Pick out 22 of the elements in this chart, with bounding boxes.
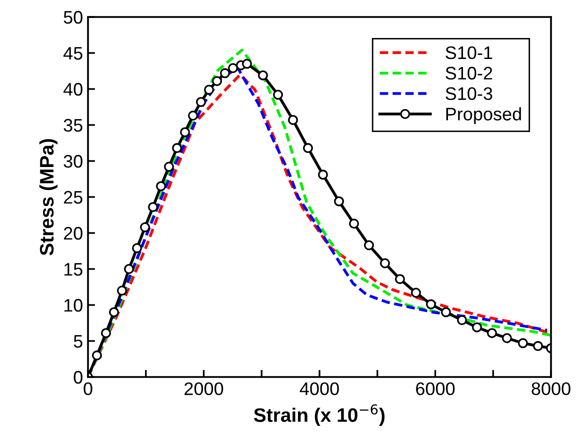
y-tick-label: 0 — [74, 370, 82, 384]
legend-label: S10-1 — [446, 46, 492, 60]
y-tick-label: 30 — [64, 154, 82, 168]
x-tick-label: 4000 — [300, 382, 339, 396]
y-tick-label: 10 — [64, 298, 82, 312]
y-tick-label: 25 — [64, 190, 82, 204]
legend-label: Proposed — [446, 107, 521, 124]
y-tick-label: 20 — [64, 226, 82, 240]
y-tick-label: 50 — [64, 10, 82, 24]
legend-label: S10-2 — [446, 66, 492, 80]
y-tick-label: 45 — [63, 47, 82, 60]
x-tick-label: 2000 — [184, 382, 224, 396]
x-axis-title: Strain (x 10$^{−6}$) — [254, 404, 385, 426]
legend-label: S10-3 — [446, 87, 492, 100]
x-tick-label: 6000 — [416, 382, 455, 396]
y-tick-label: 40 — [63, 82, 82, 96]
y-tick-label: 15 — [64, 263, 82, 276]
y-tick-label: 5 — [74, 335, 82, 348]
x-tick-label: 8000 — [532, 382, 570, 396]
y-tick-label: 35 — [64, 118, 82, 132]
x-tick-label: 0 — [84, 382, 92, 396]
y-axis-title: Stress (MPa) — [39, 139, 58, 256]
